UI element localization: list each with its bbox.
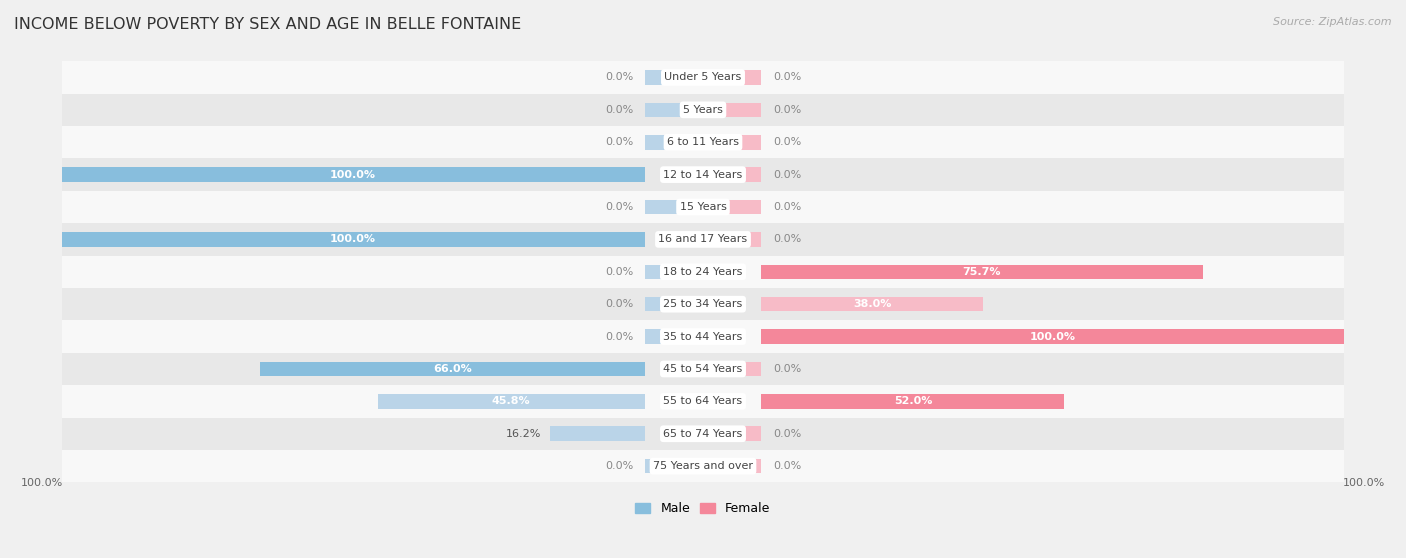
Text: 0.0%: 0.0% [605, 331, 633, 341]
Text: 45 to 54 Years: 45 to 54 Years [664, 364, 742, 374]
Text: 0.0%: 0.0% [605, 202, 633, 212]
Bar [62, 158, 1344, 191]
Bar [703, 167, 761, 182]
Bar [62, 450, 1344, 482]
Text: 16.2%: 16.2% [506, 429, 541, 439]
Text: 0.0%: 0.0% [773, 137, 801, 147]
Text: 45.8%: 45.8% [492, 396, 530, 406]
Text: Source: ZipAtlas.com: Source: ZipAtlas.com [1274, 17, 1392, 27]
Bar [645, 459, 703, 473]
Bar [62, 94, 1344, 126]
Text: 0.0%: 0.0% [773, 364, 801, 374]
Bar [62, 232, 645, 247]
Text: 0.0%: 0.0% [605, 105, 633, 115]
Text: 0.0%: 0.0% [605, 137, 633, 147]
Bar [645, 329, 703, 344]
Bar [62, 223, 1344, 256]
Bar [703, 135, 761, 150]
Text: 35 to 44 Years: 35 to 44 Years [664, 331, 742, 341]
Bar [761, 297, 983, 311]
Text: 0.0%: 0.0% [773, 461, 801, 471]
Text: 0.0%: 0.0% [773, 202, 801, 212]
Bar [378, 394, 645, 408]
Text: 65 to 74 Years: 65 to 74 Years [664, 429, 742, 439]
Text: 0.0%: 0.0% [605, 299, 633, 309]
Text: 100.0%: 100.0% [330, 170, 377, 180]
Text: 66.0%: 66.0% [433, 364, 471, 374]
Text: 100.0%: 100.0% [21, 478, 63, 488]
Bar [550, 426, 645, 441]
Text: 0.0%: 0.0% [605, 267, 633, 277]
Text: 0.0%: 0.0% [773, 429, 801, 439]
Text: 25 to 34 Years: 25 to 34 Years [664, 299, 742, 309]
Text: 16 and 17 Years: 16 and 17 Years [658, 234, 748, 244]
Text: 0.0%: 0.0% [605, 461, 633, 471]
Text: 75.7%: 75.7% [963, 267, 1001, 277]
Bar [761, 329, 1344, 344]
Bar [645, 135, 703, 150]
Bar [703, 459, 761, 473]
Bar [761, 394, 1064, 408]
Bar [645, 264, 703, 279]
Bar [62, 61, 1344, 94]
Text: 15 Years: 15 Years [679, 202, 727, 212]
Bar [703, 232, 761, 247]
Bar [645, 103, 703, 117]
Text: 12 to 14 Years: 12 to 14 Years [664, 170, 742, 180]
Text: 6 to 11 Years: 6 to 11 Years [666, 137, 740, 147]
Text: 0.0%: 0.0% [605, 73, 633, 83]
Text: 38.0%: 38.0% [853, 299, 891, 309]
Text: 52.0%: 52.0% [894, 396, 932, 406]
Text: 55 to 64 Years: 55 to 64 Years [664, 396, 742, 406]
Bar [62, 288, 1344, 320]
Text: 0.0%: 0.0% [773, 170, 801, 180]
Text: 100.0%: 100.0% [1029, 331, 1076, 341]
Text: 0.0%: 0.0% [773, 105, 801, 115]
Bar [703, 200, 761, 214]
Text: 100.0%: 100.0% [1343, 478, 1385, 488]
Bar [62, 353, 1344, 385]
Bar [62, 167, 645, 182]
Bar [62, 126, 1344, 158]
Bar [62, 385, 1344, 417]
Bar [703, 103, 761, 117]
Bar [645, 200, 703, 214]
Text: 0.0%: 0.0% [773, 73, 801, 83]
Text: INCOME BELOW POVERTY BY SEX AND AGE IN BELLE FONTAINE: INCOME BELOW POVERTY BY SEX AND AGE IN B… [14, 17, 522, 32]
Bar [645, 70, 703, 85]
Bar [62, 320, 1344, 353]
Text: 75 Years and over: 75 Years and over [652, 461, 754, 471]
Bar [703, 362, 761, 376]
Text: 100.0%: 100.0% [330, 234, 377, 244]
Text: 0.0%: 0.0% [773, 234, 801, 244]
Bar [761, 264, 1202, 279]
Bar [703, 70, 761, 85]
Bar [703, 426, 761, 441]
Bar [62, 417, 1344, 450]
Bar [645, 297, 703, 311]
Text: 18 to 24 Years: 18 to 24 Years [664, 267, 742, 277]
Text: 5 Years: 5 Years [683, 105, 723, 115]
Bar [62, 191, 1344, 223]
Legend: Male, Female: Male, Female [630, 497, 776, 520]
Bar [62, 256, 1344, 288]
Bar [260, 362, 645, 376]
Text: Under 5 Years: Under 5 Years [665, 73, 741, 83]
